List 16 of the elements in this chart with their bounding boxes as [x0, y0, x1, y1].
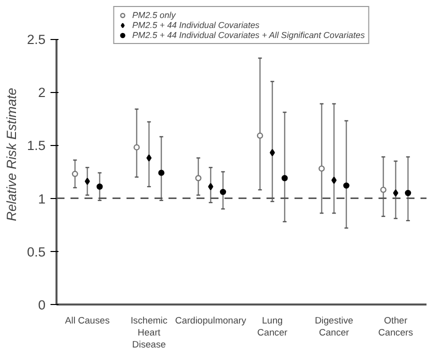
x-tick-label: Digestive Cancer — [314, 316, 354, 338]
y-tick-label: 2.5 — [26, 32, 46, 48]
y-tick-label: 1.5 — [26, 138, 46, 154]
y-tick-label: 0 — [38, 298, 46, 312]
legend-label: PM2.5 only — [132, 10, 176, 20]
x-tick-label: Other Cancers — [378, 316, 414, 338]
legend-label: PM2.5 + 44 Individual Covariates — [132, 20, 260, 30]
x-tick-label: Lung Cancer — [257, 316, 288, 338]
y-tick-label: 0.5 — [26, 244, 46, 260]
y-axis-title: Relative Risk Estimate — [4, 88, 19, 222]
x-tick-label: Ischemic Heart Disease — [130, 316, 168, 350]
y-tick-label: 2 — [38, 85, 46, 100]
y-tick-label: 1 — [38, 191, 46, 206]
x-tick-label: All Causes — [65, 316, 110, 326]
x-tick-label: Cardiopulmonary — [175, 316, 247, 326]
legend-label: PM2.5 + 44 Individual Covariates + All Significant Covariates — [132, 30, 365, 40]
